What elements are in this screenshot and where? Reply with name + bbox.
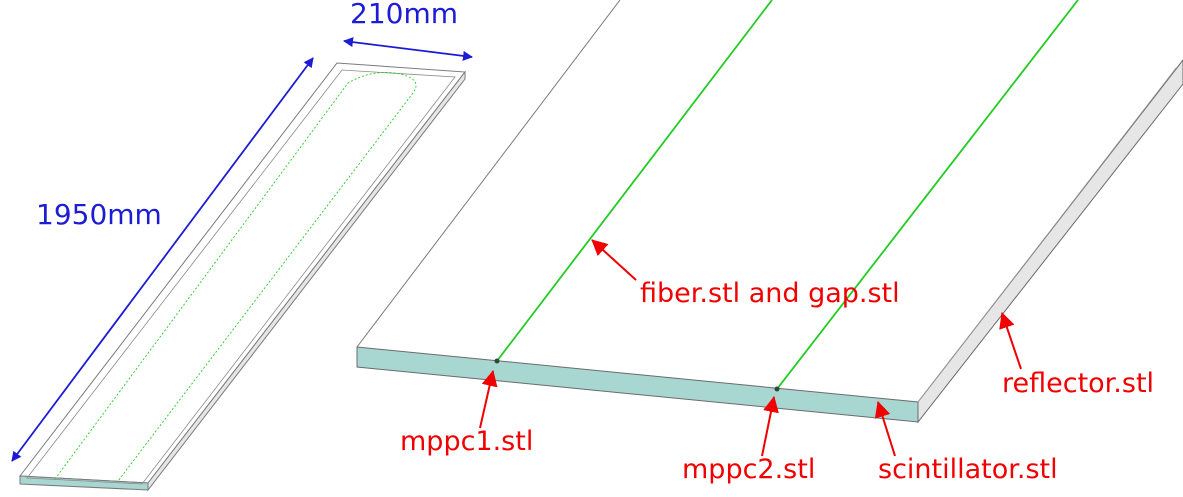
width-dimension-arrow (343, 37, 473, 61)
mppc2-callout-arrow (761, 396, 779, 457)
mppc2-marker (774, 386, 780, 392)
mppc1-callout-arrow (479, 370, 498, 429)
reflector-callout-label: reflector.stl (1002, 368, 1155, 399)
zoomed-slab-left-edge (356, 0, 621, 348)
mppc2-callout-label: mppc2.stl (682, 454, 816, 485)
reflector-side-face (917, 59, 1183, 424)
scintillator-callout-arrow (874, 401, 896, 457)
zoomed-slab (356, 0, 1183, 424)
mppc1-callout-label: mppc1.stl (400, 426, 534, 457)
fiber-callout-arrow (591, 239, 637, 281)
zoomed-slab-top-face (357, 0, 1183, 402)
overview-slab (19, 62, 466, 492)
mppc1-marker (494, 358, 500, 364)
fiber-line-2 (776, 0, 1079, 390)
length-dimension-label: 1950mm (36, 198, 162, 231)
reflector-inner-edge (917, 67, 1177, 403)
fiber-line-1 (496, 0, 773, 362)
fiber-callout-label: fiber.stl and gap.stl (640, 278, 900, 309)
width-dimension-label: 210mm (350, 0, 458, 30)
reflector-callout-arrow (999, 312, 1022, 370)
overview-fiber-loop (54, 72, 417, 482)
overview-slab-top-face (19, 62, 466, 484)
scintillator-callout-label: scintillator.stl (878, 454, 1058, 485)
length-dimension-arrow (11, 57, 314, 462)
